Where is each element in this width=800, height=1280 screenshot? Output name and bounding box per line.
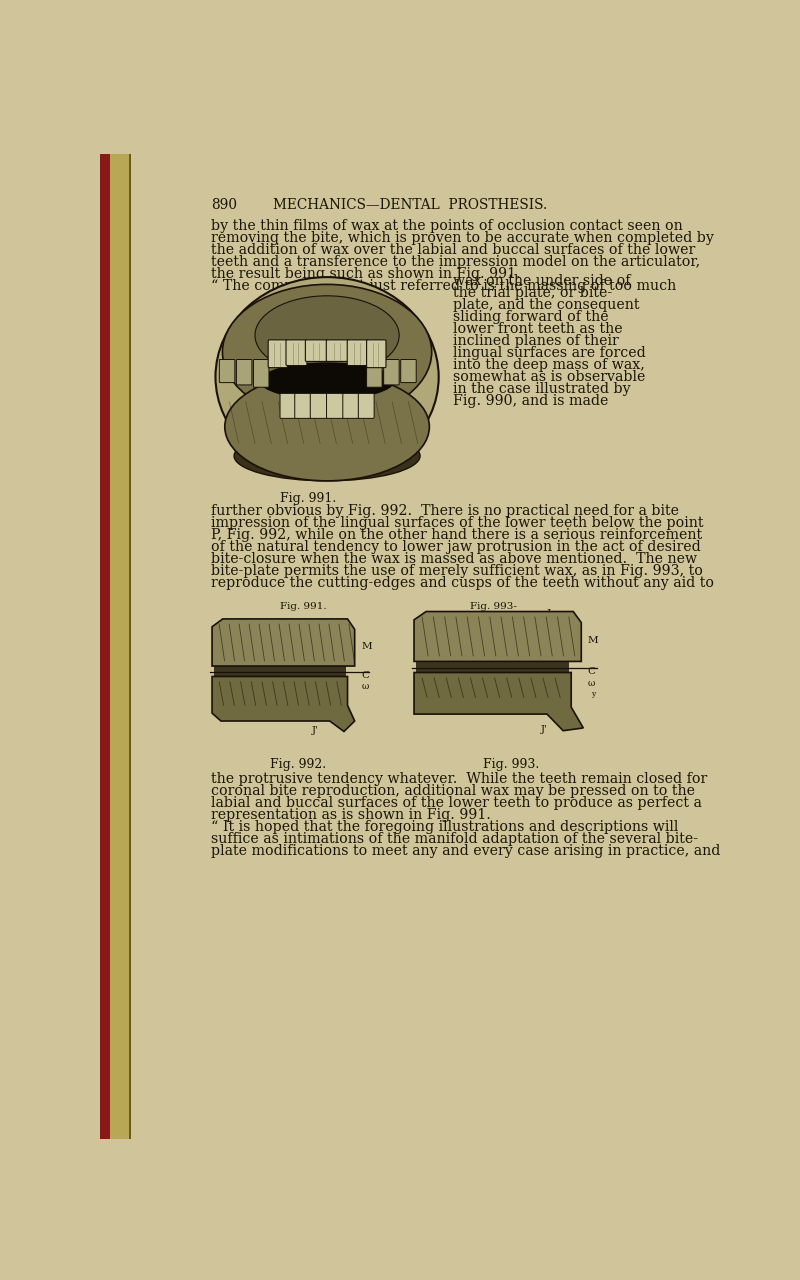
Text: y: y xyxy=(591,690,595,698)
Text: by the thin films of wax at the points of occlusion contact seen on: by the thin films of wax at the points o… xyxy=(211,219,682,233)
FancyBboxPatch shape xyxy=(268,340,287,367)
Text: B: B xyxy=(514,686,522,695)
FancyBboxPatch shape xyxy=(254,360,269,388)
Ellipse shape xyxy=(260,362,394,399)
FancyBboxPatch shape xyxy=(237,360,252,385)
FancyBboxPatch shape xyxy=(358,393,374,419)
FancyBboxPatch shape xyxy=(343,393,359,419)
Text: C: C xyxy=(587,667,595,676)
Text: the protrusive tendency whatever.  While the teeth remain closed for: the protrusive tendency whatever. While … xyxy=(211,772,707,786)
Text: Fig. 992.: Fig. 992. xyxy=(270,759,326,772)
Text: Fig. 991.: Fig. 991. xyxy=(280,602,326,611)
Text: representation as is shown in Fig. 991.: representation as is shown in Fig. 991. xyxy=(211,808,490,822)
Text: plate modifications to meet any and every case arising in practice, and: plate modifications to meet any and ever… xyxy=(211,844,720,858)
Bar xyxy=(214,666,346,677)
FancyBboxPatch shape xyxy=(326,340,349,361)
Text: A: A xyxy=(253,671,261,680)
Text: somewhat as is observable: somewhat as is observable xyxy=(453,370,645,384)
Text: J: J xyxy=(319,622,323,631)
Text: 890: 890 xyxy=(211,198,237,212)
Text: ω: ω xyxy=(276,690,284,699)
Text: P, Fig. 992, while on the other hand there is a serious reinforcement: P, Fig. 992, while on the other hand the… xyxy=(211,527,702,541)
Text: labial and buccal surfaces of the lower teeth to produce as perfect a: labial and buccal surfaces of the lower … xyxy=(211,796,702,810)
Text: J': J' xyxy=(312,726,318,735)
Bar xyxy=(100,154,110,1139)
Text: Fig. 990, and is made: Fig. 990, and is made xyxy=(453,394,608,408)
Text: in the case illustrated by: in the case illustrated by xyxy=(453,381,630,396)
FancyBboxPatch shape xyxy=(366,340,386,367)
FancyBboxPatch shape xyxy=(219,360,235,383)
Text: W: W xyxy=(470,632,481,641)
FancyBboxPatch shape xyxy=(326,393,344,419)
Text: w: w xyxy=(308,690,316,699)
Text: bite-plate permits the use of merely sufficient wax, as in Fig. 993, to: bite-plate permits the use of merely suf… xyxy=(211,563,702,577)
FancyBboxPatch shape xyxy=(384,360,399,385)
FancyBboxPatch shape xyxy=(366,360,382,388)
FancyBboxPatch shape xyxy=(347,340,368,366)
Text: reproduce the cutting-edges and cusps of the teeth without any aid to: reproduce the cutting-edges and cusps of… xyxy=(211,576,714,590)
Ellipse shape xyxy=(222,284,432,420)
Text: the result being such as shown in Fig. 991.: the result being such as shown in Fig. 9… xyxy=(211,266,521,280)
Polygon shape xyxy=(414,612,582,662)
Text: w: w xyxy=(527,686,534,695)
Text: W: W xyxy=(262,639,273,648)
Text: B: B xyxy=(298,690,305,699)
Polygon shape xyxy=(212,677,354,731)
Text: “ It is hoped that the foregoing illustrations and descriptions will: “ It is hoped that the foregoing illustr… xyxy=(211,820,678,835)
Text: sliding forward of the: sliding forward of the xyxy=(453,310,608,324)
Text: J': J' xyxy=(541,726,548,735)
Text: inclined planes of their: inclined planes of their xyxy=(453,334,618,348)
Text: of the natural tendency to lower jaw protrusion in the act of desired: of the natural tendency to lower jaw pro… xyxy=(211,540,701,554)
FancyBboxPatch shape xyxy=(286,340,307,366)
Text: Fig. 991.: Fig. 991. xyxy=(280,492,337,504)
Text: MECHANICS—DENTAL  PROSTHESIS.: MECHANICS—DENTAL PROSTHESIS. xyxy=(273,198,547,212)
Text: the addition of wax over the labial and buccal surfaces of the lower: the addition of wax over the labial and … xyxy=(211,243,695,257)
Text: removing the bite, which is proven to be accurate when completed by: removing the bite, which is proven to be… xyxy=(211,230,714,244)
Polygon shape xyxy=(212,620,354,666)
FancyBboxPatch shape xyxy=(401,360,416,383)
Text: ω: ω xyxy=(362,682,369,691)
Text: lower front teeth as the: lower front teeth as the xyxy=(453,323,622,337)
Bar xyxy=(100,154,130,1139)
Ellipse shape xyxy=(225,372,430,481)
Text: further obvious by Fig. 992.  There is no practical need for a bite: further obvious by Fig. 992. There is no… xyxy=(211,504,679,518)
Ellipse shape xyxy=(215,276,438,476)
Text: wax on the under side of: wax on the under side of xyxy=(453,274,630,288)
Bar xyxy=(416,662,569,672)
Text: lingual surfaces are forced: lingual surfaces are forced xyxy=(453,346,646,360)
Text: J: J xyxy=(547,609,551,618)
Text: Fig. 993.: Fig. 993. xyxy=(482,759,539,772)
FancyBboxPatch shape xyxy=(310,393,328,419)
Text: M: M xyxy=(362,643,373,652)
Text: P: P xyxy=(319,687,326,696)
FancyBboxPatch shape xyxy=(280,393,296,419)
Text: C: C xyxy=(362,671,370,680)
Text: suffice as intimations of the manifold adaptation of the several bite-: suffice as intimations of the manifold a… xyxy=(211,832,698,846)
Text: coronal bite reproduction, additional wax may be pressed on to the: coronal bite reproduction, additional wa… xyxy=(211,785,695,799)
Text: Fig. 993-: Fig. 993- xyxy=(470,602,518,611)
Text: the trial plate, or bite-: the trial plate, or bite- xyxy=(453,287,612,301)
Text: A: A xyxy=(460,667,468,676)
Bar xyxy=(130,154,131,1139)
Text: ω: ω xyxy=(587,678,594,687)
Text: plate, and the consequent: plate, and the consequent xyxy=(453,298,639,312)
Polygon shape xyxy=(414,672,583,731)
Ellipse shape xyxy=(234,431,420,481)
Text: teeth and a transference to the impression model on the articulator,: teeth and a transference to the impressi… xyxy=(211,255,700,269)
Text: M: M xyxy=(587,636,598,645)
Text: impression of the lingual surfaces of the lower teeth below the point: impression of the lingual surfaces of th… xyxy=(211,516,703,530)
Text: bite-closure when the wax is massed as above mentioned.  The new: bite-closure when the wax is massed as a… xyxy=(211,552,697,566)
Text: “ The common defect just referred to is the massing of too much: “ The common defect just referred to is … xyxy=(211,279,676,293)
FancyBboxPatch shape xyxy=(294,393,311,419)
FancyBboxPatch shape xyxy=(306,340,328,361)
Text: into the deep mass of wax,: into the deep mass of wax, xyxy=(453,358,644,372)
Ellipse shape xyxy=(255,296,399,375)
